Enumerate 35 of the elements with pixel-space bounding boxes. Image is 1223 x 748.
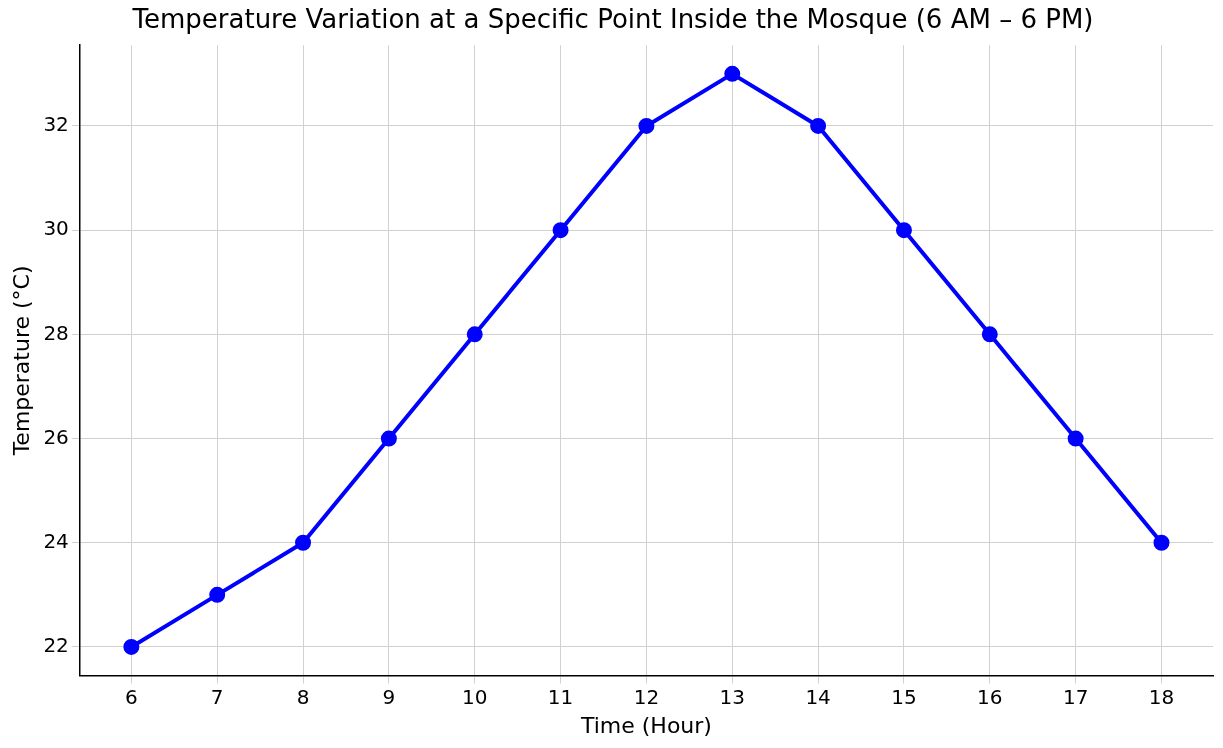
point (380, 430, 397, 447)
point (1153, 534, 1170, 551)
x-tick-label: 17 (1062, 684, 1089, 709)
x-tick-label: 11 (547, 684, 574, 709)
y-tick-label: 26 (43, 424, 69, 449)
point (209, 586, 226, 603)
point (724, 65, 741, 82)
x-tick-label: 14 (805, 684, 831, 709)
point (552, 222, 569, 239)
point (810, 117, 827, 134)
point (981, 326, 998, 343)
y-tick-label: 24 (43, 528, 69, 553)
point (466, 326, 483, 343)
x-tick-label: 10 (462, 684, 488, 709)
point (638, 117, 655, 134)
y-tick-label: 22 (43, 633, 69, 658)
x-tick-label: 9 (382, 684, 396, 709)
x-tick-label: 16 (977, 684, 1003, 709)
x-tick-label: 18 (1148, 684, 1175, 709)
y-tick-label: 28 (43, 320, 69, 345)
x-tick-label: 8 (296, 684, 310, 709)
point (1067, 430, 1084, 447)
point (895, 222, 912, 239)
y-tick-label: 30 (43, 216, 69, 241)
x-tick-label: 12 (633, 684, 660, 709)
x-tick-label: 15 (891, 684, 917, 709)
x-axis-title: Time (Hour) (579, 712, 712, 738)
point (295, 534, 312, 551)
point (123, 638, 140, 655)
chart-title: Temperature Variation at a Specific Point Inside the Mosque (6 AM – 6 PM) (131, 4, 1094, 35)
y-axis-title: Temperature (°C) (8, 265, 34, 457)
x-tick-label: 13 (719, 684, 745, 709)
x-tick-label: 6 (124, 684, 138, 709)
x-tick-label: 7 (210, 684, 224, 709)
y-tick-label: 32 (43, 112, 69, 137)
